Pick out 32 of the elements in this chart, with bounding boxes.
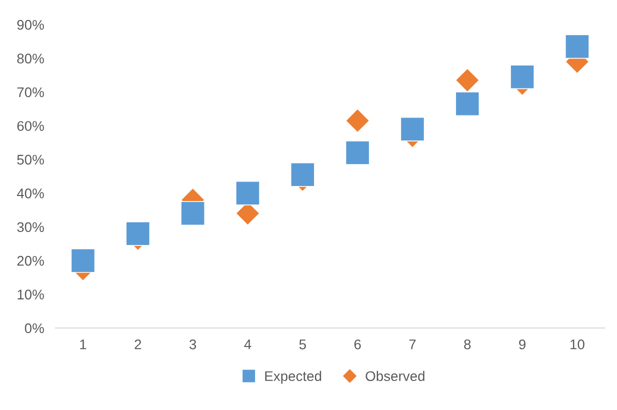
- y-tick-label: 10%: [18, 290, 44, 300]
- point: [70, 248, 96, 273]
- x-tick-label: 1: [80, 340, 86, 350]
- point: [236, 180, 260, 206]
- legend-label: Expected: [265, 370, 322, 384]
- x-tick-label: 5: [299, 340, 306, 350]
- y-tick-label: 50%: [17, 154, 44, 165]
- x-tick-label: 7: [409, 340, 416, 350]
- point: [510, 64, 535, 90]
- legend-label: Observed: [366, 370, 424, 382]
- y-tick-label: 40%: [16, 188, 44, 198]
- y-tick-label: 30%: [17, 222, 44, 232]
- point: [455, 68, 480, 92]
- point: [455, 92, 480, 116]
- y-tick-label: 80%: [17, 54, 44, 64]
- y-tick-label: 0%: [24, 323, 44, 334]
- point: [564, 34, 590, 59]
- x-tick-label: 10: [570, 339, 584, 350]
- y-tick-label: 70%: [17, 87, 44, 98]
- x-tick-label: 2: [134, 339, 142, 350]
- x-tick-label: 8: [464, 339, 471, 350]
- x-tick-label: 3: [189, 339, 196, 350]
- point: [345, 140, 370, 165]
- point: [180, 201, 206, 226]
- x-tick-label: 9: [519, 339, 526, 350]
- y-tick-label: 20%: [17, 256, 44, 266]
- x-tick-label: 4: [244, 340, 252, 350]
- point: [400, 116, 425, 142]
- y-tick-label: 90%: [17, 20, 44, 30]
- point: [345, 108, 370, 133]
- x-tick-label: 6: [354, 339, 361, 350]
- y-tick-label: 60%: [17, 121, 44, 131]
